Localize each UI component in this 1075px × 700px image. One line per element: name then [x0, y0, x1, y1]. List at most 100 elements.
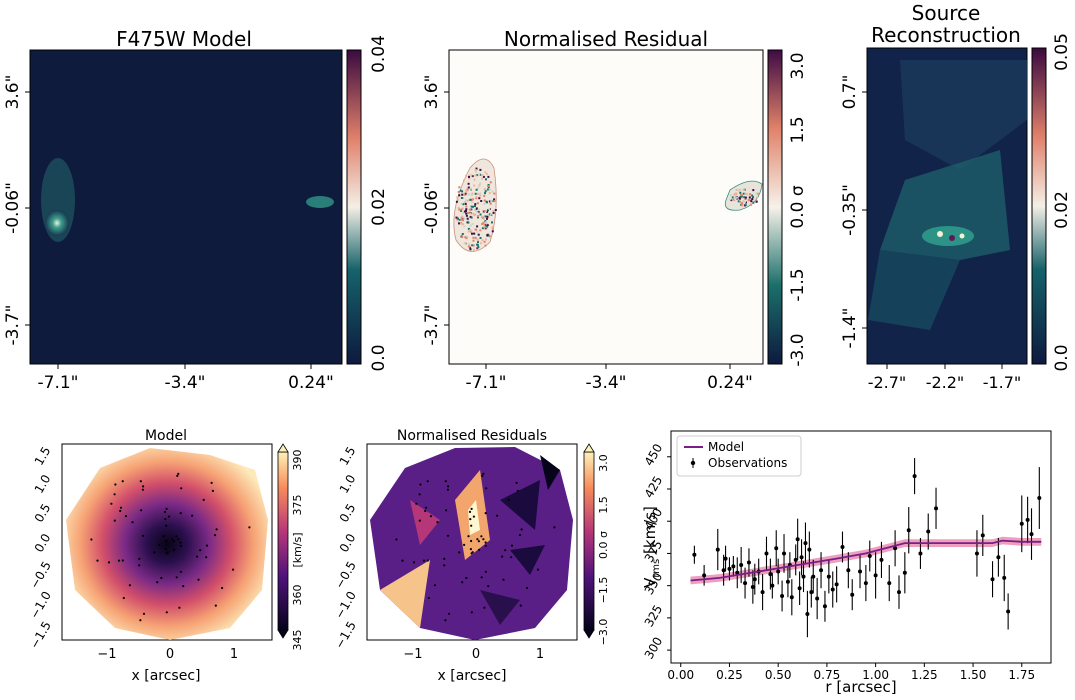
kin-model-yticks: 1.5 1.0 0.5 0.0 −0.5 −1.0 −1.5: [27, 444, 54, 651]
kin-resid-xtick-label: 0: [472, 647, 480, 662]
kin-model-xticks: −1 0 1 x [arcsec]: [97, 647, 238, 684]
vrms-legend-obs-marker: [690, 460, 696, 466]
kin-model-cbar-unit: [km/s]: [291, 532, 304, 567]
vrms-ylabel-sub: rms: [651, 559, 662, 578]
vrms-observation-point: [760, 590, 765, 595]
residual-noise-pixel: [481, 227, 484, 230]
spaxel-marker: [468, 510, 472, 513]
vrms-xlabel: r [arcsec]: [825, 678, 896, 696]
f475w-cbar-label: 0.0: [369, 344, 389, 371]
residual-cbar-label: 0.0 σ: [788, 185, 808, 228]
kin-resid-xticks: −1 0 1 x [arcsec]: [403, 647, 544, 684]
residual-noise-pixel: [740, 195, 743, 198]
residual-noise-pixel: [737, 200, 740, 203]
residual-noise-pixel: [749, 193, 752, 196]
source-ytick-label: 0.7": [840, 75, 860, 110]
vrms-observation-point: [1019, 521, 1024, 526]
source-ytick-label: -1.4": [840, 308, 860, 349]
residual-noise-pixel: [457, 206, 460, 209]
residual-noise-pixel: [481, 174, 484, 177]
residual-noise-pixel: [459, 223, 462, 226]
residual-noise-pixel: [750, 202, 753, 205]
vrms-observation-point: [764, 551, 769, 556]
residual-noise-pixel: [468, 243, 471, 246]
residual-noise-pixel: [467, 227, 470, 230]
residual-noise-pixel: [477, 216, 479, 219]
spaxel-marker: [465, 576, 468, 580]
residual-noise-pixel: [472, 212, 475, 215]
spaxel-marker: [504, 549, 507, 552]
spaxel-marker: [164, 548, 167, 551]
f475w-xtick-label: -7.1": [38, 373, 79, 393]
spaxel-marker: [480, 576, 483, 579]
residual-noise-pixel: [466, 217, 469, 220]
kin-model-cbar-label: 360: [291, 585, 304, 606]
residual-noise-pixel: [484, 209, 487, 212]
counter-image: [306, 196, 334, 208]
residual-noise-pixel: [485, 172, 488, 175]
residual-noise-pixel: [480, 200, 483, 202]
kin-resid-ytick-label: −1.0: [332, 589, 359, 621]
f475w-colorbar-ticks: 0.04 0.02 0.0: [369, 35, 389, 371]
vrms-observation-point: [996, 555, 1001, 560]
spaxel-marker: [156, 581, 159, 584]
residual-noise-pixel: [486, 217, 488, 220]
residual-noise-pixel: [483, 203, 486, 205]
residual-noise-pixel: [470, 229, 473, 232]
residual-noise-pixel: [461, 233, 464, 235]
residual-noise-pixel: [475, 228, 478, 231]
spaxel-marker: [447, 612, 451, 615]
kin-resid-facet: [480, 590, 520, 625]
residual-noise-pixel: [488, 192, 491, 195]
residual-noise-pixel: [475, 174, 478, 177]
residual-cbar-label: 3.0: [788, 52, 808, 79]
residual-noise-pixel: [481, 223, 484, 225]
vrms-observation-point: [887, 581, 892, 586]
residual-noise-pixel: [485, 200, 488, 203]
spaxel-marker: [171, 538, 174, 541]
vrms-observation-point: [1029, 532, 1034, 537]
residual-noise-pixel: [487, 185, 490, 187]
source-xtick-label: -2.2": [926, 373, 965, 392]
residual-noise-pixel: [467, 186, 470, 189]
spaxel-marker: [443, 557, 446, 561]
residual-noise-pixel: [464, 236, 467, 239]
vrms-observation-point: [750, 584, 755, 589]
spaxel-marker: [205, 544, 209, 547]
kin-resid-cbar-label: 1.5: [597, 496, 610, 514]
residual-noise-pixel: [466, 235, 469, 238]
residual-noise-pixel: [738, 197, 741, 200]
residual-noise-pixel: [463, 193, 466, 195]
spaxel-marker: [424, 509, 427, 513]
residual-noise-pixel: [486, 226, 488, 229]
residual-noise-pixel: [469, 247, 472, 249]
residual-noise-pixel: [465, 191, 468, 194]
residual-noise-pixel: [473, 232, 476, 235]
residual-noise-pixel: [480, 242, 483, 245]
residual-noise-pixel: [482, 175, 485, 178]
residual-ytick-label: -3.7": [422, 305, 442, 346]
spaxel-marker: [484, 541, 487, 544]
vrms-observation-point: [815, 596, 820, 601]
residual-noise-pixel: [474, 174, 477, 177]
vrms-observation-point: [801, 574, 806, 579]
spaxel-marker: [469, 548, 472, 551]
spaxel-marker: [213, 534, 217, 537]
residual-noise-pixel: [461, 215, 464, 218]
residual-noise-pixel: [752, 196, 754, 199]
residual-noise-pixel: [468, 208, 471, 211]
spaxel-marker: [131, 521, 134, 524]
residual-noise-pixel: [483, 199, 486, 202]
residual-noise-pixel: [477, 246, 480, 248]
vrms-ylabel-unit: [km/s]: [641, 506, 659, 559]
kin-model-xtick-label: −1: [97, 647, 116, 662]
vrms-observation-point: [723, 556, 728, 561]
residual-noise-pixel: [756, 196, 758, 199]
kin-resid-title: Normalised Residuals: [397, 428, 547, 444]
residual-noise-pixel: [465, 174, 467, 177]
spaxel-marker: [429, 515, 433, 518]
residual-noise-pixel: [734, 192, 737, 195]
residual-noise-pixel: [470, 205, 473, 208]
residual-noise-pixel: [747, 199, 750, 202]
residual-noise-pixel: [749, 194, 752, 197]
